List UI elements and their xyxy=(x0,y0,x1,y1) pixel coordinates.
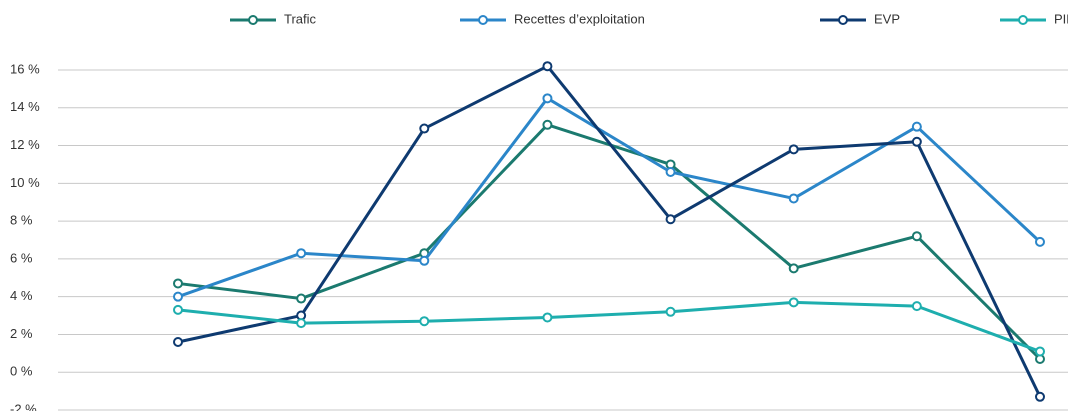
y-tick-label: 12 % xyxy=(10,137,40,152)
data-point xyxy=(296,293,307,304)
data-point xyxy=(1035,346,1045,357)
series-line xyxy=(177,64,1042,398)
data-point xyxy=(173,278,183,289)
data-point xyxy=(542,312,553,323)
data-point xyxy=(296,248,307,259)
data-point xyxy=(419,255,430,266)
y-tick-label: 10 % xyxy=(10,175,40,190)
legend-label: Trafic xyxy=(284,11,317,26)
legend-label: EVP xyxy=(874,11,900,26)
y-tick-label: 8 % xyxy=(10,213,33,228)
legend-marker xyxy=(1018,15,1028,25)
data-point xyxy=(665,167,676,177)
y-tick-label: 0 % xyxy=(10,364,33,379)
data-point xyxy=(911,231,922,242)
data-point xyxy=(173,291,183,302)
data-point xyxy=(788,297,799,308)
legend-marker xyxy=(838,15,848,25)
y-tick-label: 6 % xyxy=(10,250,33,265)
series-line xyxy=(177,96,1042,299)
data-point xyxy=(665,306,676,317)
data-point xyxy=(788,193,799,204)
series-line xyxy=(177,300,1041,353)
data-point xyxy=(911,121,922,132)
data-point xyxy=(173,337,183,347)
y-tick-label: -2 % xyxy=(10,401,37,411)
legend-marker xyxy=(478,15,488,25)
data-point xyxy=(911,301,922,312)
data-point xyxy=(173,304,183,315)
legend-label: Recettes d’exploitation xyxy=(514,11,645,26)
y-tick-label: 16 % xyxy=(10,61,40,76)
y-tick-label: 2 % xyxy=(10,326,33,341)
data-point xyxy=(542,61,553,72)
data-point xyxy=(1035,391,1045,402)
y-tick-label: 4 % xyxy=(10,288,33,303)
data-point xyxy=(296,318,307,329)
legend-marker xyxy=(248,15,258,25)
data-point xyxy=(419,316,430,327)
data-point xyxy=(911,136,922,147)
data-point xyxy=(665,214,676,225)
data-point xyxy=(542,119,553,130)
legend-label: PIB xyxy=(1054,11,1068,26)
data-point xyxy=(788,263,799,274)
data-point xyxy=(419,123,430,134)
y-tick-label: 14 % xyxy=(10,99,40,114)
data-point xyxy=(788,144,799,155)
data-point xyxy=(542,93,553,104)
data-point xyxy=(1035,236,1045,247)
